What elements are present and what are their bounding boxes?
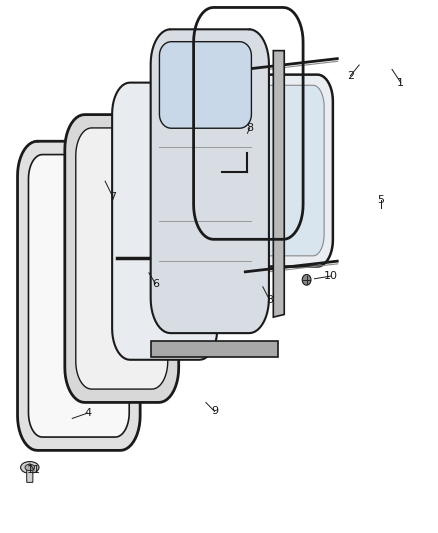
Text: 4: 4 xyxy=(84,408,91,418)
Polygon shape xyxy=(159,42,251,128)
Text: 8: 8 xyxy=(246,123,253,133)
Text: 9: 9 xyxy=(211,407,218,416)
Text: 1: 1 xyxy=(397,78,404,87)
Polygon shape xyxy=(65,115,179,402)
Polygon shape xyxy=(151,341,278,357)
Polygon shape xyxy=(250,75,333,266)
Polygon shape xyxy=(112,83,217,360)
Text: 6: 6 xyxy=(152,279,159,288)
Text: 7: 7 xyxy=(110,192,117,202)
Text: 11: 11 xyxy=(27,465,41,475)
Polygon shape xyxy=(258,85,324,256)
Circle shape xyxy=(302,274,311,285)
Ellipse shape xyxy=(25,464,35,471)
Polygon shape xyxy=(151,29,269,333)
Ellipse shape xyxy=(21,462,39,473)
Text: 2: 2 xyxy=(347,71,354,80)
Polygon shape xyxy=(76,128,168,389)
Polygon shape xyxy=(273,51,284,317)
Text: 10: 10 xyxy=(324,271,338,281)
Text: 3: 3 xyxy=(266,295,273,304)
Text: 5: 5 xyxy=(378,195,385,205)
Polygon shape xyxy=(18,141,140,450)
FancyBboxPatch shape xyxy=(27,468,33,482)
Polygon shape xyxy=(28,155,129,437)
